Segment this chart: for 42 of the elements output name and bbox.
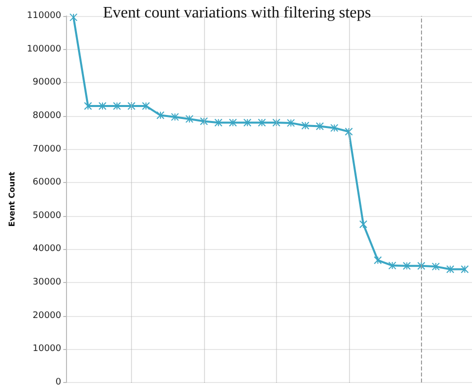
point bbox=[84, 102, 92, 110]
y-tick-label: 110000 bbox=[26, 11, 62, 21]
y-tick-label: 70000 bbox=[32, 144, 62, 154]
point bbox=[330, 124, 338, 132]
y-tick-label: 0 bbox=[56, 378, 62, 387]
point bbox=[228, 118, 237, 127]
chart-title: Event count variations with filtering steps bbox=[103, 4, 371, 22]
point bbox=[374, 256, 382, 264]
point bbox=[301, 122, 310, 130]
point bbox=[214, 118, 222, 127]
point bbox=[142, 102, 150, 110]
y-tick-label: 80000 bbox=[32, 110, 62, 121]
point bbox=[258, 118, 266, 127]
point bbox=[388, 262, 396, 270]
y-tick-label: 100000 bbox=[26, 44, 62, 54]
y-tick-label: 90000 bbox=[32, 78, 62, 88]
y-tick-label: 40000 bbox=[32, 244, 62, 254]
point bbox=[417, 262, 426, 270]
y-tick-label: 30000 bbox=[32, 278, 62, 288]
point bbox=[243, 118, 252, 127]
point bbox=[272, 118, 280, 127]
y-tick-label: 60000 bbox=[32, 178, 62, 188]
point bbox=[156, 111, 164, 120]
point bbox=[286, 118, 295, 127]
y-axis-title: Event Count bbox=[8, 172, 16, 227]
point bbox=[402, 262, 411, 270]
point bbox=[460, 265, 469, 274]
point bbox=[70, 13, 78, 22]
point bbox=[112, 102, 121, 110]
point bbox=[359, 220, 368, 228]
y-tick-label: 20000 bbox=[32, 310, 62, 321]
point bbox=[446, 265, 454, 274]
point bbox=[185, 114, 194, 123]
point bbox=[200, 117, 208, 126]
point bbox=[170, 112, 179, 121]
point bbox=[344, 128, 353, 136]
point bbox=[127, 102, 136, 110]
point bbox=[316, 122, 324, 130]
y-tick-label: 50000 bbox=[32, 210, 62, 221]
point bbox=[432, 262, 440, 271]
y-tick-label: 10000 bbox=[32, 344, 62, 354]
point bbox=[98, 102, 106, 110]
